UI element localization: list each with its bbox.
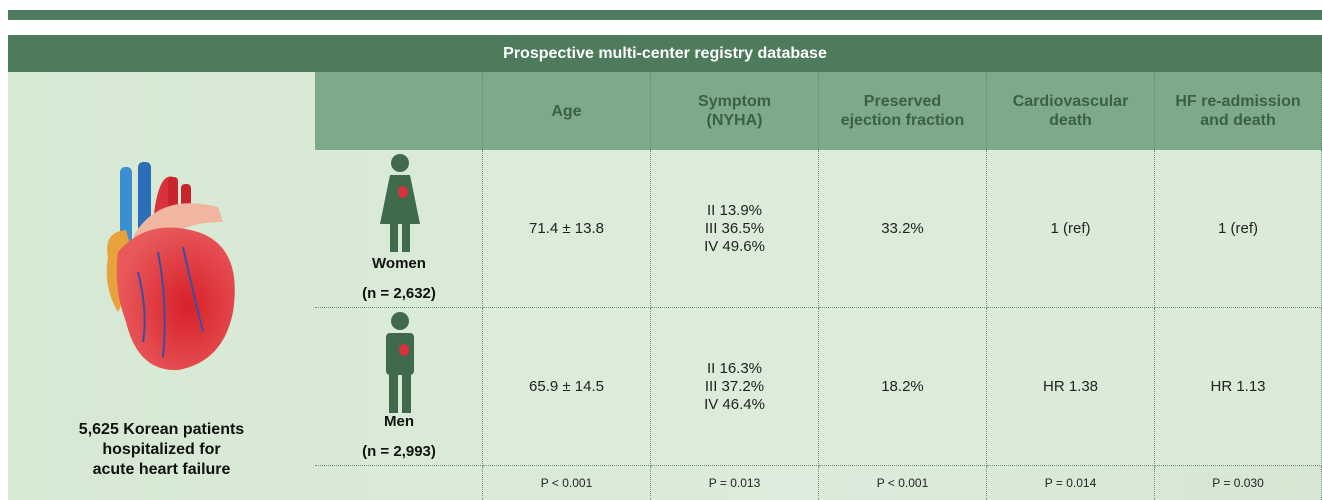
group-count: (n = 2,632) <box>315 285 483 302</box>
p-value: P = 0.030 <box>1155 466 1322 500</box>
group-label: Women <box>315 255 483 272</box>
data-cell: 1 (ref) <box>987 150 1155 308</box>
cell-line: HR 1.13 <box>1210 378 1265 396</box>
p-value: P = 0.014 <box>987 466 1155 500</box>
header-line: Age <box>551 102 581 121</box>
heart-icon <box>8 72 315 402</box>
caption-line: 5,625 Korean patients <box>79 420 244 440</box>
cell-line: III 37.2% <box>705 378 764 396</box>
cohort-caption: 5,625 Korean patients hospitalized for a… <box>8 415 315 485</box>
header-line: Preserved <box>864 92 941 111</box>
header-cell: Age <box>483 72 651 150</box>
cell-line: 1 (ref) <box>1218 220 1258 238</box>
group-label: Men <box>315 413 483 430</box>
cell-line: IV 46.4% <box>704 396 765 414</box>
header-line: ejection fraction <box>841 111 965 130</box>
data-cell: II 16.3%III 37.2%IV 46.4% <box>651 308 819 466</box>
cell-line: 65.9 ± 14.5 <box>529 378 604 396</box>
graphical-abstract: Prospective multi-center registry databa… <box>0 0 1322 500</box>
cell-line: HR 1.38 <box>1043 378 1098 396</box>
cell-line: 71.4 ± 13.8 <box>529 220 604 238</box>
cell-line: IV 49.6% <box>704 238 765 256</box>
p-value: P = 0.013 <box>651 466 819 500</box>
header-cell: Symptom(NYHA) <box>651 72 819 150</box>
data-cell: 18.2% <box>819 308 987 466</box>
data-cell: HR 1.13 <box>1155 308 1322 466</box>
data-cell: 71.4 ± 13.8 <box>483 150 651 308</box>
p-value: P < 0.001 <box>483 466 651 500</box>
data-cell: 33.2% <box>819 150 987 308</box>
data-cell: II 13.9%III 36.5%IV 49.6% <box>651 150 819 308</box>
banner-title: Prospective multi-center registry databa… <box>8 35 1322 72</box>
data-cell: 1 (ref) <box>1155 150 1322 308</box>
caption-line: hospitalized for <box>102 440 220 460</box>
caption-line: acute heart failure <box>93 460 231 480</box>
cell-line: 33.2% <box>881 220 924 238</box>
header-cell <box>315 72 483 150</box>
header-line: Cardiovascular <box>1013 92 1129 111</box>
header-line: and death <box>1200 111 1276 130</box>
group-count: (n = 2,993) <box>315 443 483 460</box>
cell-line: II 16.3% <box>707 360 762 378</box>
header-line: HF re-admission <box>1175 92 1300 111</box>
cell-line: II 13.9% <box>707 202 762 220</box>
cell-line: 1 (ref) <box>1050 220 1090 238</box>
p-value: P < 0.001 <box>819 466 987 500</box>
p-row-spacer <box>315 466 483 500</box>
cell-line: III 36.5% <box>705 220 764 238</box>
top-bar <box>8 10 1322 20</box>
data-cell: HR 1.38 <box>987 308 1155 466</box>
header-line: (NYHA) <box>707 111 763 130</box>
header-line: Symptom <box>698 92 771 111</box>
data-cell: 65.9 ± 14.5 <box>483 308 651 466</box>
cell-line: 18.2% <box>881 378 924 396</box>
header-line: death <box>1049 111 1092 130</box>
